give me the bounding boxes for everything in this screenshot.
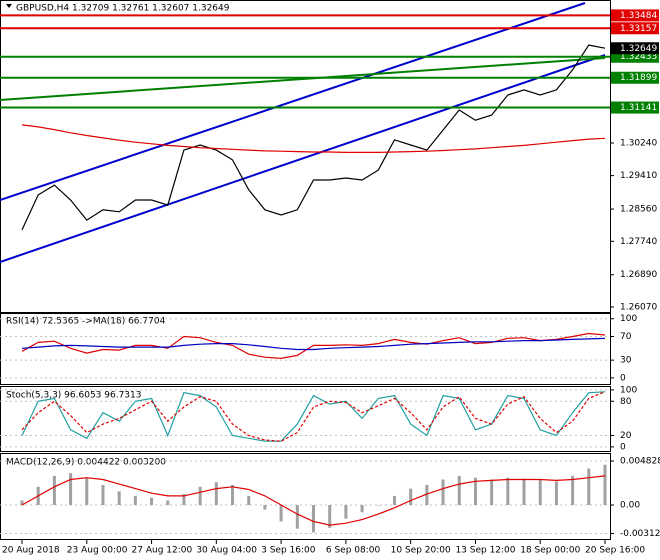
histogram-bar [490, 479, 494, 506]
level-label: 1.31899 [620, 73, 657, 83]
histogram-bar [312, 505, 315, 533]
panel-icon [6, 4, 12, 8]
histogram-bar [52, 475, 56, 506]
level-label: 1.33157 [620, 24, 657, 34]
histogram-bar [473, 477, 477, 506]
y-tick-label: 100 [620, 385, 637, 395]
histogram-bar [571, 475, 575, 506]
histogram-bar [69, 473, 73, 506]
histogram-bar [328, 505, 332, 528]
rsi-panel [0, 313, 611, 385]
level-label: 1.32649 [620, 44, 657, 54]
series-line [21, 332, 606, 360]
histogram-bar [295, 505, 299, 529]
y-tick-label: 1.26890 [620, 270, 657, 280]
y-tick-label: 1.28560 [620, 205, 657, 215]
histogram-bar [85, 477, 89, 506]
x-tick-label: 10 Sep 20:00 [391, 546, 451, 556]
y-tick-label: 20 [620, 431, 632, 441]
x-tick-label: 27 Aug 12:00 [132, 546, 193, 556]
histogram-bar [409, 488, 413, 506]
histogram-bar [587, 468, 591, 506]
x-tick-label: 13 Sep 12:00 [455, 546, 515, 556]
histogram-bar [117, 491, 121, 506]
histogram-bar [603, 464, 607, 506]
x-tick-label: 30 Aug 04:00 [196, 546, 257, 556]
histogram-bar [101, 484, 105, 506]
histogram-bar [20, 500, 24, 506]
level-label: 1.32433 [620, 52, 657, 62]
histogram-bar [392, 495, 396, 506]
x-tick-label: 3 Sep 16:00 [261, 546, 316, 556]
y-tick-label: 0.00 [620, 501, 640, 511]
histogram-bar [538, 479, 542, 506]
macd-panel [0, 453, 611, 540]
histogram-bar [344, 505, 348, 519]
trend-line [0, 57, 606, 101]
level-label: 1.33484 [620, 11, 657, 21]
series-line [21, 475, 606, 526]
level-label-box [611, 71, 659, 84]
y-tick-label: 1.26070 [620, 302, 657, 312]
histogram-bar [263, 505, 267, 510]
histogram-bar [441, 479, 445, 506]
histogram-bar [166, 500, 170, 506]
histogram-bar [554, 481, 558, 506]
level-label-box [611, 9, 659, 22]
histogram-bar [522, 478, 526, 506]
x-tick-label: 20 Aug 2018 [2, 546, 60, 556]
y-tick-label: 0 [620, 373, 626, 383]
series-line [21, 44, 606, 231]
histogram-bar [279, 505, 283, 522]
y-tick-label: 80 [620, 397, 632, 407]
y-tick-label: -0.003124 [620, 529, 660, 539]
histogram-bar [376, 505, 380, 506]
histogram-bar [133, 495, 137, 506]
y-tick-label: 0 [620, 442, 626, 452]
trend-line [0, 2, 586, 201]
level-label-box [611, 22, 659, 35]
x-tick-label: 18 Sep 00:00 [520, 546, 580, 556]
y-tick-label: 1.29410 [620, 171, 657, 181]
histogram-bar [182, 494, 186, 506]
panel-title: RSI(14) 72.5365 ->MA(18) 66.7704 [6, 317, 166, 327]
price-panel [0, 0, 611, 313]
y-tick-label: 0.004828 [620, 457, 660, 467]
histogram-bar [198, 486, 202, 506]
y-tick-label: 70 [620, 332, 632, 342]
histogram-bar [214, 482, 218, 506]
histogram-bar [360, 505, 364, 513]
x-tick-label: 6 Sep 08:00 [326, 546, 381, 556]
histogram-bar [506, 477, 510, 506]
y-tick-label: 30 [620, 356, 632, 366]
histogram-bar [457, 475, 461, 506]
histogram-bar [150, 497, 154, 506]
y-tick-label: 1.30240 [620, 138, 657, 148]
x-tick-label: 23 Aug 00:00 [67, 546, 128, 556]
series-line [21, 391, 606, 442]
stoch-panel [0, 386, 611, 452]
panel-title: GBPUSD,H4 1.32709 1.32761 1.32607 1.3264… [16, 4, 230, 14]
y-tick-label: 1.27740 [620, 237, 657, 247]
level-label: 1.31141 [620, 103, 657, 113]
trend-line [0, 54, 606, 263]
panel-title: MACD(12,26,9) 0.004422 0.003200 [6, 458, 166, 468]
level-label-box [611, 101, 659, 114]
histogram-bar [425, 484, 429, 506]
histogram-bar [247, 495, 251, 506]
level-label-box [611, 42, 659, 55]
x-tick-label: 20 Sep 16:00 [585, 546, 645, 556]
histogram-bar [231, 484, 235, 506]
series-line [21, 124, 606, 153]
series-line [21, 337, 606, 351]
panel-title: Stoch(5,3,3) 96.6053 96.7313 [6, 391, 141, 401]
y-tick-label: 100 [620, 314, 637, 324]
